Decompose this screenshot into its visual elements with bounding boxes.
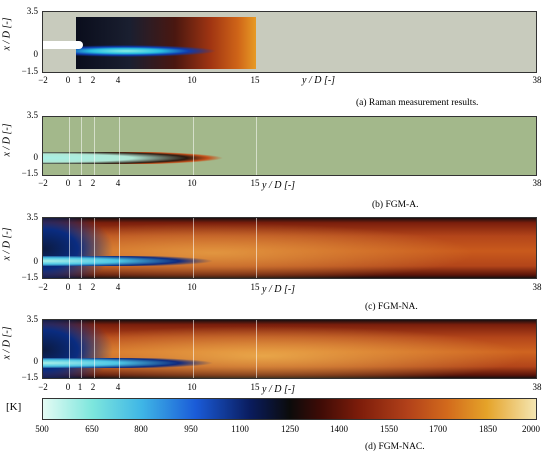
y-axis-label: x / D [-]: [1, 326, 13, 360]
colorbar-tick: 1550: [380, 424, 398, 434]
y-tick: 0: [33, 356, 39, 366]
y-axis-label: x / D [-]: [1, 17, 13, 51]
x-tick: 38: [532, 282, 542, 292]
colorbar-unit: [K]: [6, 401, 22, 413]
x-tick: 0: [65, 178, 71, 188]
x-tick: 4: [115, 75, 121, 85]
colorbar: [42, 398, 537, 420]
y-tick: 3.5: [26, 6, 38, 16]
x-tick: 2: [90, 75, 96, 85]
y-tick: 3.5: [26, 110, 38, 120]
colorbar-tick: 800: [134, 424, 148, 434]
y-tick: 0: [33, 152, 39, 162]
x-tick: 38: [532, 178, 542, 188]
x-tick: 0: [65, 382, 71, 392]
x-tick: −2: [38, 382, 48, 392]
x-tick: 1: [77, 75, 83, 85]
x-axis-label: y / D [-]: [302, 75, 336, 86]
x-tick: 1: [77, 178, 83, 188]
caption: (c) FGM-NA.: [365, 302, 418, 312]
fgm-a-field: [42, 116, 537, 176]
y-tick: −1.5: [21, 372, 38, 382]
fgm-na-field: [42, 217, 537, 279]
x-tick: 10: [187, 282, 197, 292]
colorbar-tick: 500: [35, 424, 49, 434]
x-tick: 1: [77, 282, 83, 292]
y-tick: 3.5: [26, 314, 38, 324]
x-axis-label: y / D [-]: [262, 284, 296, 295]
y-tick: −1.5: [21, 168, 38, 178]
x-tick: 15: [250, 382, 260, 392]
x-tick: 0: [65, 75, 71, 85]
caption: (b) FGM-A.: [372, 200, 419, 210]
raman-field: [42, 11, 537, 73]
y-tick: 0: [33, 256, 39, 266]
x-tick: 1: [77, 382, 83, 392]
x-tick: 4: [115, 178, 121, 188]
y-tick: 0: [33, 49, 39, 59]
colorbar-tick: 950: [184, 424, 198, 434]
colorbar-tick: 1700: [429, 424, 447, 434]
x-tick: −2: [38, 75, 48, 85]
y-tick: −1.5: [21, 66, 38, 76]
x-tick: 10: [187, 382, 197, 392]
colorbar-tick: 1400: [330, 424, 348, 434]
x-tick: 15: [250, 178, 260, 188]
x-tick: 15: [250, 282, 260, 292]
x-tick: −2: [38, 178, 48, 188]
y-tick: 3.5: [26, 212, 38, 222]
colorbar-tick: 1850: [479, 424, 497, 434]
y-axis-label: x / D [-]: [1, 123, 13, 157]
y-axis-label: x / D [-]: [1, 227, 13, 261]
x-tick: 10: [187, 178, 197, 188]
x-axis-label: y / D [-]: [262, 384, 296, 395]
x-tick: 15: [250, 75, 260, 85]
x-tick: 2: [90, 382, 96, 392]
colorbar-tick: 1250: [281, 424, 299, 434]
x-tick: 4: [115, 282, 121, 292]
y-tick: −1.5: [21, 272, 38, 282]
x-tick: 4: [115, 382, 121, 392]
x-tick: 2: [90, 178, 96, 188]
x-tick: 2: [90, 282, 96, 292]
fgm-nac-field: [42, 319, 537, 379]
colorbar-tick: 2000: [522, 424, 540, 434]
x-tick: 38: [532, 75, 542, 85]
x-axis-label: y / D [-]: [262, 180, 296, 191]
colorbar-tick: 1100: [231, 424, 249, 434]
x-tick: 0: [65, 282, 71, 292]
x-tick: −2: [38, 282, 48, 292]
colorbar-tick: 650: [85, 424, 99, 434]
x-tick: 38: [532, 382, 542, 392]
x-tick: 10: [187, 75, 197, 85]
caption: (d) FGM-NAC.: [365, 442, 425, 452]
caption: (a) Raman measurement results.: [356, 98, 479, 108]
